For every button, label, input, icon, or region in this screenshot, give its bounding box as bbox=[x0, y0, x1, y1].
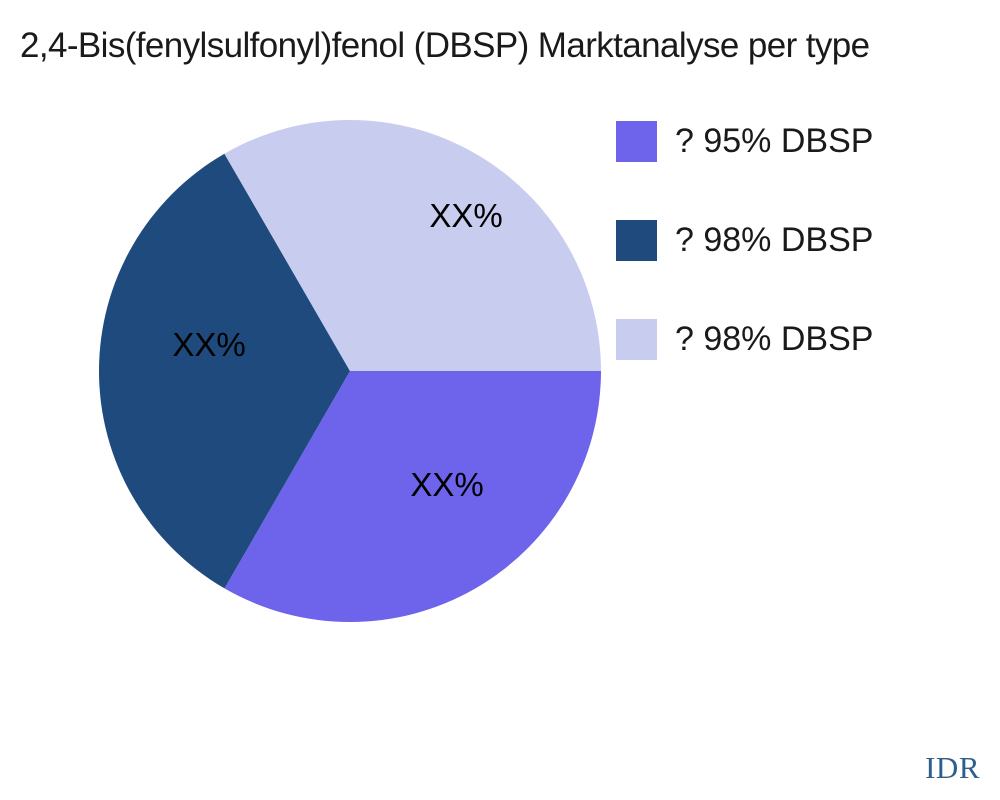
chart-title: 2,4-Bis(fenylsulfonyl)fenol (DBSP) Markt… bbox=[20, 26, 870, 65]
pie-slice-1 bbox=[98, 153, 351, 589]
legend-swatch-lavender-icon bbox=[616, 319, 657, 360]
pie-slice-label: XX% bbox=[410, 466, 483, 503]
legend-label: ? 98% DBSP bbox=[675, 320, 874, 358]
legend-item: ? 95% DBSP bbox=[616, 121, 873, 162]
legend-swatch-dark-blue-icon bbox=[616, 220, 657, 261]
watermark-idr: IDR bbox=[925, 750, 980, 785]
legend: ? 95% DBSP ? 98% DBSP ? 98% DBSP bbox=[616, 121, 873, 418]
legend-item: ? 98% DBSP bbox=[616, 220, 873, 261]
pie-slice-label: XX% bbox=[172, 326, 245, 363]
legend-label: ? 95% DBSP bbox=[675, 122, 874, 160]
pie-slice-label: XX% bbox=[429, 197, 502, 234]
legend-item: ? 98% DBSP bbox=[616, 319, 873, 360]
pie-slice-0 bbox=[224, 371, 601, 623]
legend-label: ? 98% DBSP bbox=[675, 221, 874, 259]
pie-slice-2 bbox=[224, 120, 601, 371]
legend-swatch-purple-icon bbox=[616, 121, 657, 162]
